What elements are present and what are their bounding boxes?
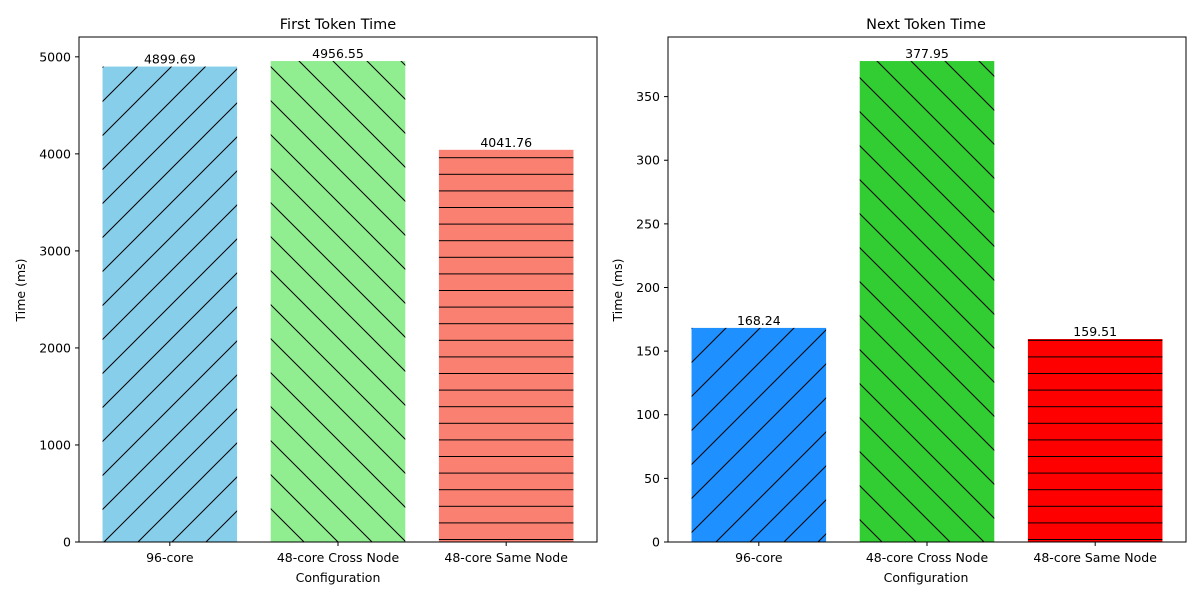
axes-frame — [667, 36, 1187, 543]
x-tick-label: 48-core Cross Node — [866, 550, 989, 565]
chart-next-token: Next Token Time 168.24 96-core 377.95 48-co… — [610, 17, 1187, 585]
plot-area: 4899.69 96-core 4956.55 48-core Cross Node 4… — [39, 36, 598, 565]
bar-hatch — [1027, 339, 1163, 542]
x-axis-label: Configuration — [884, 570, 969, 585]
bar-hatch — [859, 61, 995, 542]
y-tick-label: 2000 — [39, 340, 71, 355]
y-tick-label: 350 — [636, 89, 660, 104]
chart-title: Next Token Time — [866, 17, 986, 33]
y-tick-label: 100 — [636, 407, 660, 422]
data-label: 168.24 — [737, 313, 781, 328]
y-tick-label: 5000 — [39, 49, 71, 64]
data-label: 4899.69 — [144, 52, 196, 67]
y-tick-label: 150 — [636, 344, 660, 359]
y-tick-label: 250 — [636, 216, 660, 231]
bar-hatch — [438, 149, 574, 542]
bar-hatch — [270, 61, 406, 542]
y-tick-label: 0 — [63, 535, 71, 550]
x-tick-label: 48-core Same Node — [1033, 550, 1157, 565]
y-tick-label: 0 — [652, 535, 660, 550]
bar-hatch — [691, 327, 827, 542]
plot-area: 168.24 96-core 377.95 48-core Cross Node 159… — [636, 36, 1187, 565]
y-axis-label: Time (ms) — [610, 258, 625, 322]
axes-frame — [78, 36, 598, 543]
y-tick-label: 4000 — [39, 146, 71, 161]
chart-first-token: First Token Time 4899.6996-core4956.5548… — [13, 17, 598, 585]
bar-hatch — [102, 66, 238, 542]
y-tick-label: 3000 — [39, 243, 71, 258]
x-tick-label: 48-core Same Node — [444, 550, 568, 565]
x-tick-label: 96-core — [735, 550, 783, 565]
data-label: 159.51 — [1073, 324, 1117, 339]
y-tick-label: 200 — [636, 280, 660, 295]
y-axis-label: Time (ms) — [13, 258, 28, 322]
chart-title: First Token Time — [280, 17, 397, 33]
x-tick-label: 96-core — [146, 550, 194, 565]
x-axis-label: Configuration — [296, 570, 381, 585]
x-tick-label: 48-core Cross Node — [277, 550, 400, 565]
y-tick-label: 1000 — [39, 437, 71, 452]
data-label: 377.95 — [905, 46, 949, 61]
data-label: 4956.55 — [312, 46, 364, 61]
data-label: 4041.76 — [480, 135, 532, 150]
y-tick-label: 300 — [636, 153, 660, 168]
y-tick-label: 50 — [644, 471, 660, 486]
